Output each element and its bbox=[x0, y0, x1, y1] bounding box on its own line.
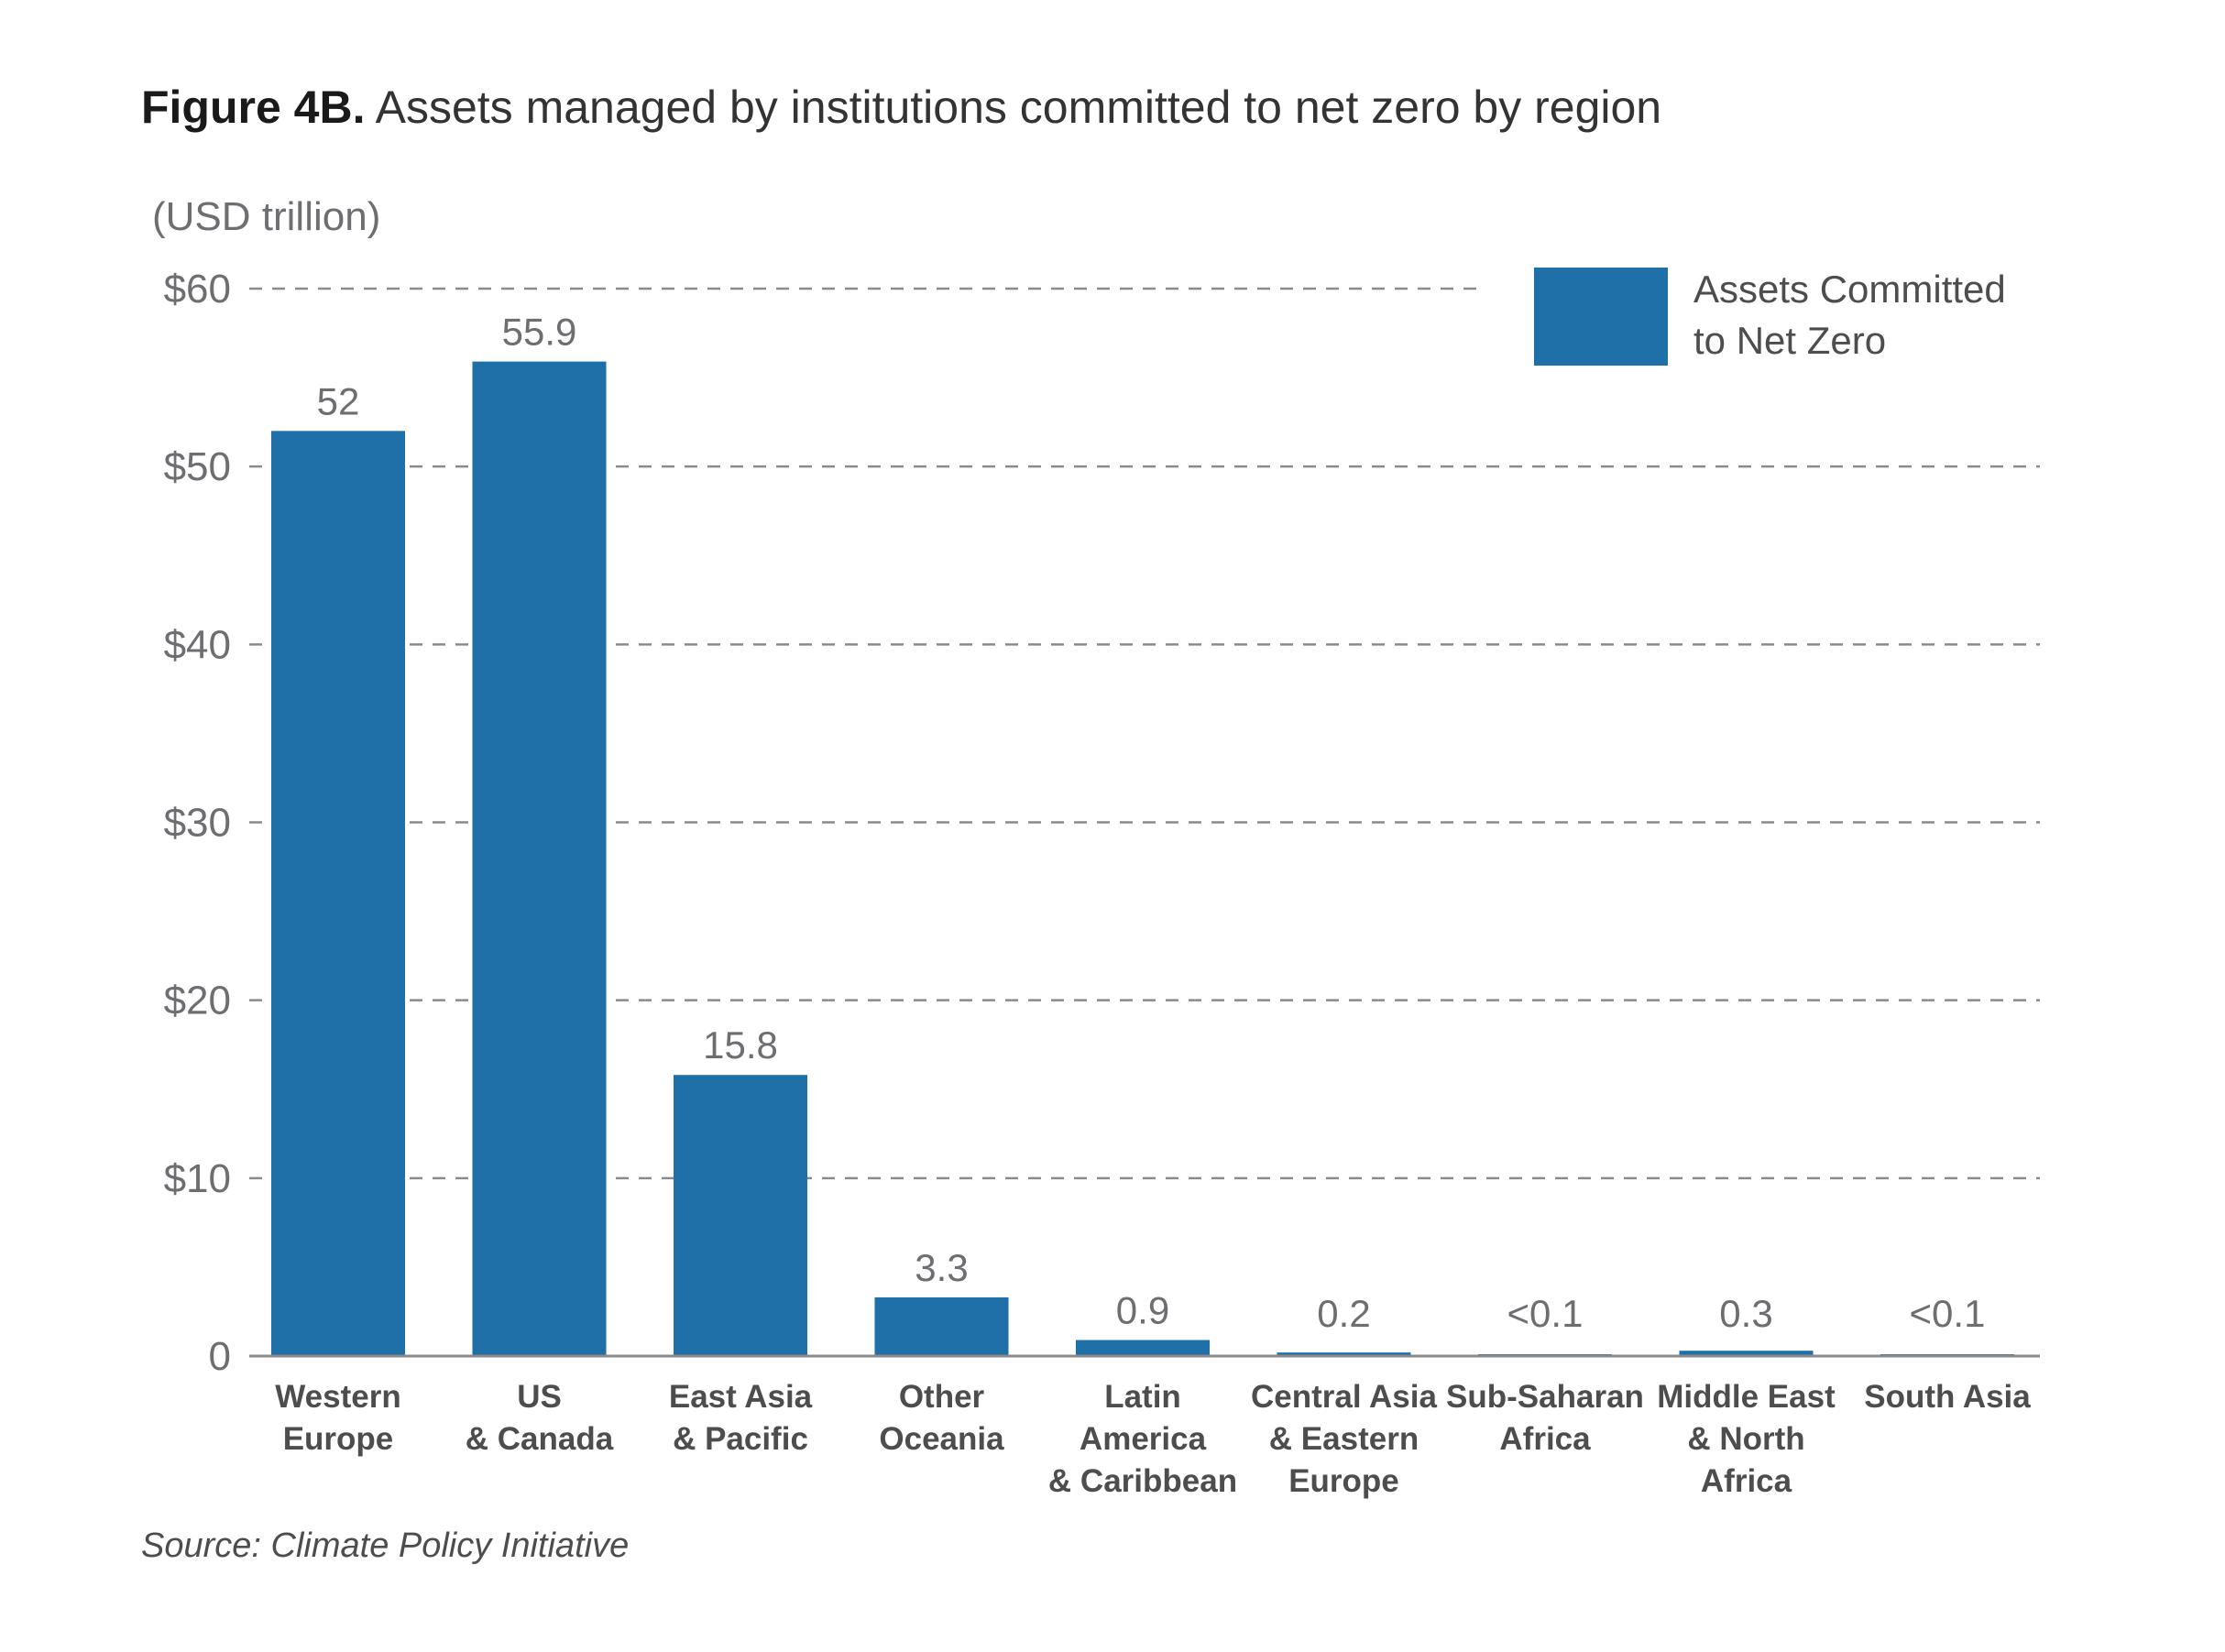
figure-title-text: Assets managed by institutions committed… bbox=[375, 82, 1662, 133]
figure-title: Figure 4B. Assets managed by institution… bbox=[141, 81, 1661, 134]
x-tick-label: Middle East & North Africa bbox=[1657, 1379, 1836, 1499]
source-note: Source: Climate Policy Initiative bbox=[141, 1526, 630, 1565]
y-axis-units: (USD trillion) bbox=[152, 194, 381, 239]
bar bbox=[1679, 1351, 1814, 1356]
y-tick-label: 0 bbox=[209, 1334, 231, 1379]
data-label: 0.3 bbox=[1719, 1292, 1772, 1335]
x-tick-label: Central Asia & Eastern Europe bbox=[1251, 1379, 1437, 1499]
data-label: 55.9 bbox=[502, 311, 577, 354]
x-tick-label: US & Canada bbox=[466, 1379, 614, 1457]
data-label: 3.3 bbox=[915, 1246, 968, 1289]
bar bbox=[1277, 1352, 1411, 1356]
data-label: <0.1 bbox=[1507, 1292, 1584, 1335]
y-tick-label: $60 bbox=[164, 267, 231, 312]
figure-label: Figure 4B. bbox=[141, 82, 366, 133]
bar bbox=[674, 1075, 807, 1356]
legend-swatch bbox=[1534, 268, 1668, 366]
x-tick-label: Sub-Saharan Africa bbox=[1446, 1379, 1644, 1457]
bar bbox=[271, 431, 405, 1356]
bar bbox=[1076, 1340, 1210, 1356]
data-label: 15.8 bbox=[703, 1023, 778, 1067]
data-label: 0.2 bbox=[1317, 1292, 1370, 1335]
data-label: <0.1 bbox=[1910, 1292, 1986, 1335]
x-tick-label: Other Oceania bbox=[879, 1379, 1004, 1457]
bar bbox=[472, 361, 607, 1356]
y-tick-label: $20 bbox=[164, 979, 231, 1023]
x-tick-label: Latin America & Caribbean bbox=[1048, 1379, 1237, 1499]
data-label: 52 bbox=[317, 379, 360, 422]
x-tick-label: Western Europe bbox=[275, 1379, 400, 1457]
x-tick-label: South Asia bbox=[1864, 1379, 2031, 1415]
bar bbox=[874, 1296, 1009, 1356]
data-label: 0.9 bbox=[1116, 1289, 1169, 1332]
legend-label: Assets Committed to Net Zero bbox=[1693, 268, 2006, 362]
legend: Assets Committed to Net Zero bbox=[1534, 268, 2006, 366]
x-tick-label: East Asia & Pacific bbox=[669, 1379, 813, 1457]
y-tick-label: $10 bbox=[164, 1156, 231, 1201]
y-tick-label: $50 bbox=[164, 444, 231, 489]
y-tick-label: $40 bbox=[164, 622, 231, 667]
y-tick-label: $30 bbox=[164, 801, 231, 846]
